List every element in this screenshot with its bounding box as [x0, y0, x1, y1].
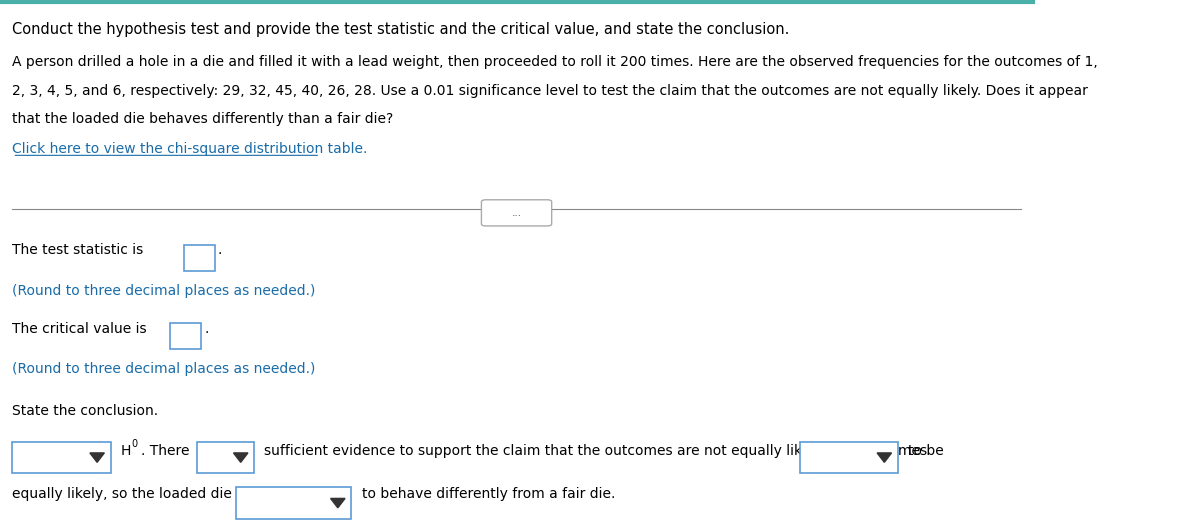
FancyBboxPatch shape — [170, 323, 202, 349]
Text: 2, 3, 4, 5, and 6, respectively: 29, 32, 45, 40, 26, 28. Use a 0.01 significance: 2, 3, 4, 5, and 6, respectively: 29, 32,… — [12, 84, 1088, 98]
Text: to behave differently from a fair die.: to behave differently from a fair die. — [361, 487, 614, 502]
Polygon shape — [90, 453, 104, 462]
Text: A person drilled a hole in a die and filled it with a lead weight, then proceede: A person drilled a hole in a die and fil… — [12, 55, 1098, 69]
Text: sufficient evidence to support the claim that the outcomes are not equally likel: sufficient evidence to support the claim… — [264, 444, 928, 458]
FancyBboxPatch shape — [197, 442, 254, 473]
FancyBboxPatch shape — [799, 442, 898, 473]
Text: 0: 0 — [132, 439, 138, 449]
Text: Conduct the hypothesis test and provide the test statistic and the critical valu: Conduct the hypothesis test and provide … — [12, 22, 790, 37]
Text: (Round to three decimal places as needed.): (Round to three decimal places as needed… — [12, 362, 316, 377]
Text: that the loaded die behaves differently than a fair die?: that the loaded die behaves differently … — [12, 112, 394, 127]
Text: .: . — [218, 243, 222, 257]
Text: ...: ... — [511, 208, 522, 218]
Text: H: H — [121, 444, 131, 458]
Text: The test statistic is: The test statistic is — [12, 243, 144, 257]
Text: .: . — [204, 322, 209, 336]
Text: to be: to be — [908, 444, 944, 458]
FancyBboxPatch shape — [12, 442, 110, 473]
Text: The critical value is: The critical value is — [12, 322, 148, 336]
FancyBboxPatch shape — [481, 200, 552, 226]
Text: State the conclusion.: State the conclusion. — [12, 404, 158, 418]
Text: (Round to three decimal places as needed.): (Round to three decimal places as needed… — [12, 284, 316, 298]
Polygon shape — [234, 453, 248, 462]
FancyBboxPatch shape — [184, 245, 215, 271]
Text: . There: . There — [140, 444, 190, 458]
Text: equally likely, so the loaded die: equally likely, so the loaded die — [12, 487, 233, 502]
Polygon shape — [330, 498, 346, 508]
Text: Click here to view the chi-square distribution table.: Click here to view the chi-square distri… — [12, 142, 367, 156]
Polygon shape — [877, 453, 892, 462]
FancyBboxPatch shape — [235, 487, 352, 519]
